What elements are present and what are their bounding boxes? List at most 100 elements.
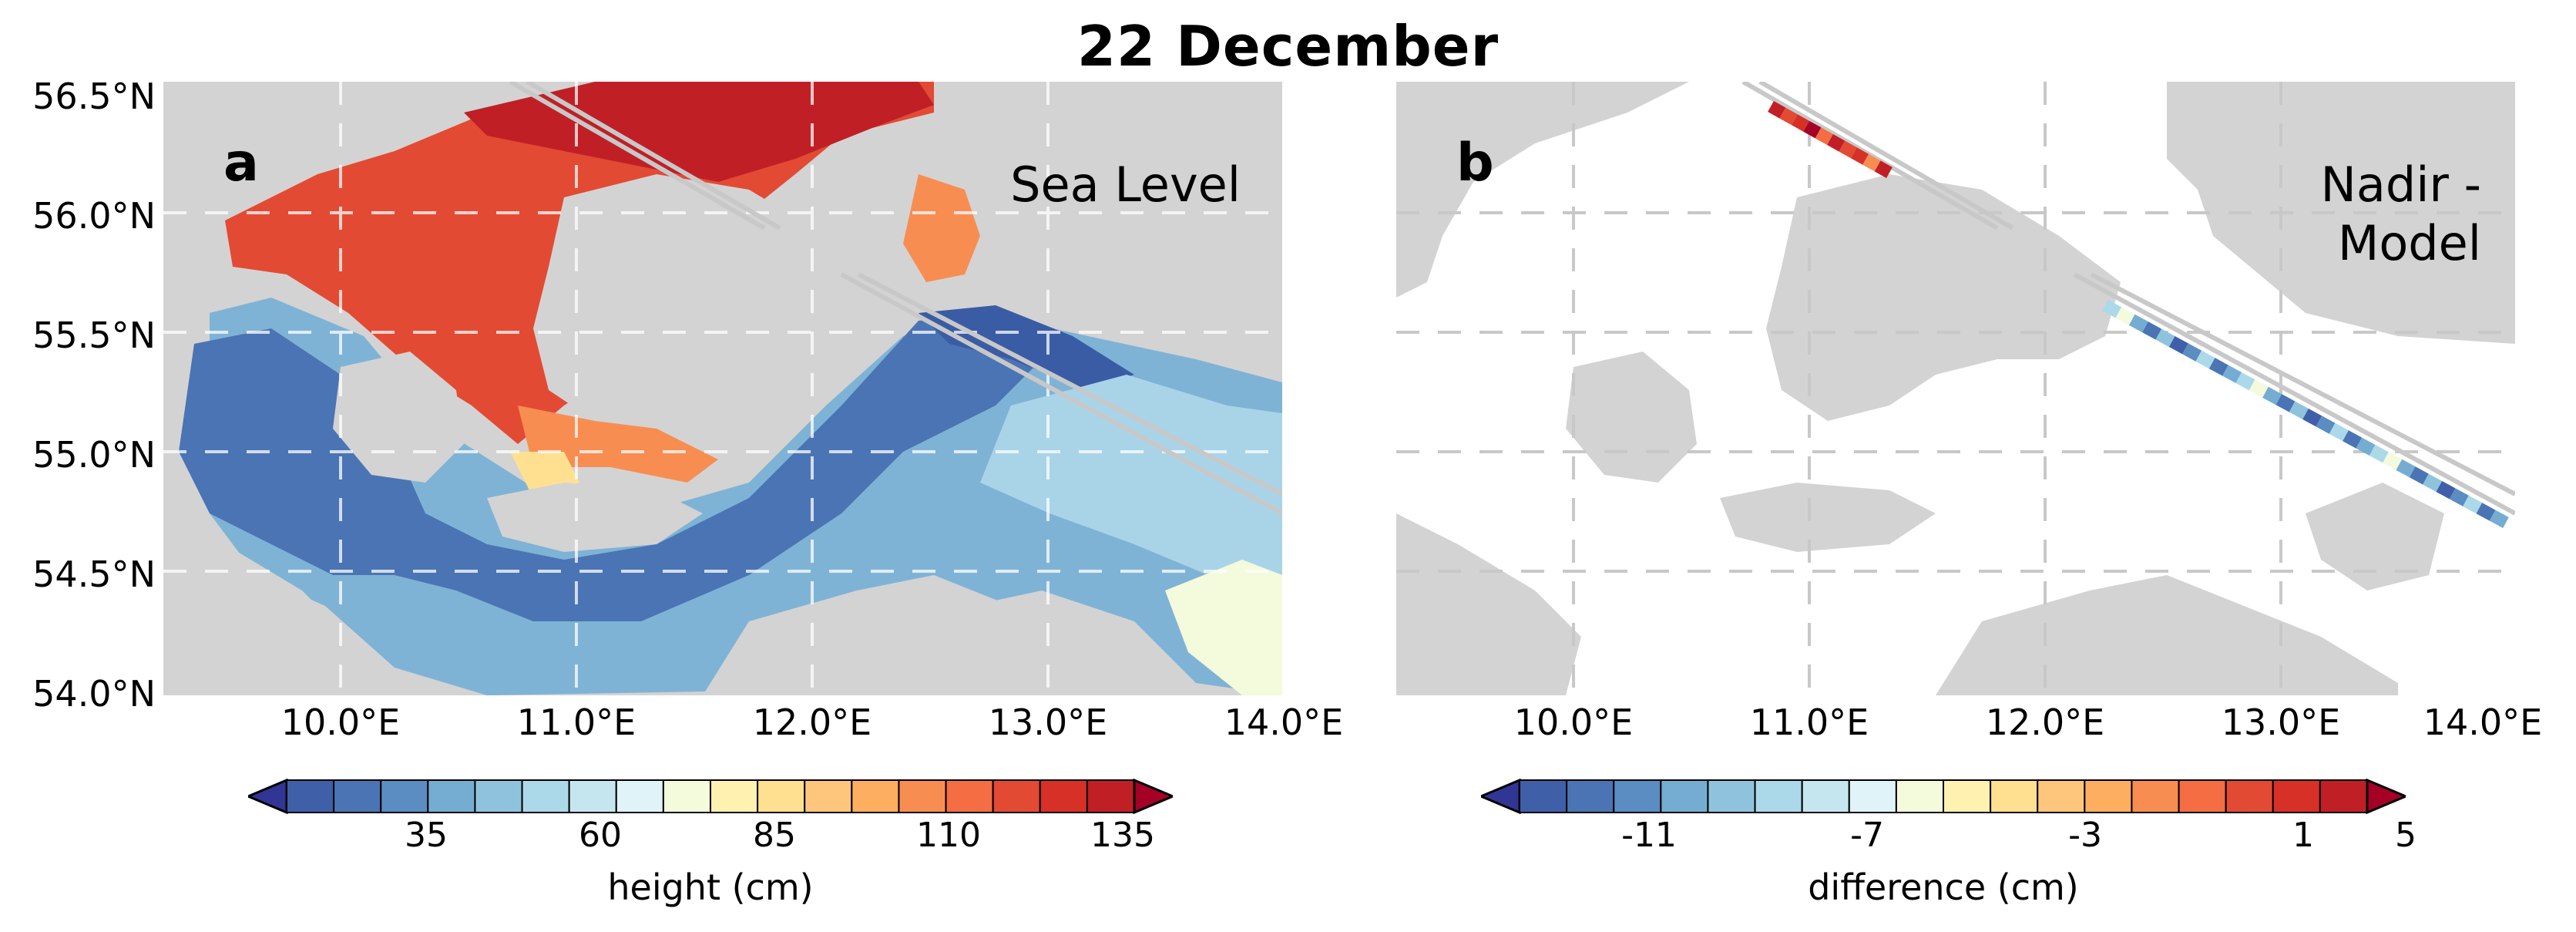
colorbar-tick-label: 1 [2292,816,2314,855]
jutland-land [163,82,456,298]
track-segment [2409,466,2429,485]
track-segment [1779,107,1798,126]
track-segment [2168,335,2188,355]
track-segment [2102,299,2122,318]
colorbar-tick-label: 5 [2395,816,2416,855]
x-tick-label: 14.0°E [1224,702,1344,743]
difference-colorbar [1481,779,2406,814]
colorbar-swatch [2319,779,2369,813]
track-segment [2262,386,2282,405]
pale-yellow-patch [1165,560,1282,695]
colorbar-arrow-left [1481,779,1521,814]
track-segment [2356,437,2376,456]
colorbar-tick-label: 110 [916,816,981,855]
difference-map-panel: b Nadir - Model [1396,82,2515,695]
sweden-land [2167,82,2515,344]
colorbar-arrow-right [1133,779,1173,814]
track-segment [2142,321,2162,340]
colorbar-swatch [286,779,335,813]
colorbar-swatch [2037,779,2086,813]
colorbar-swatch [1660,779,1709,813]
germany-land [1396,513,1581,695]
x-tick-label: 12.0°E [1985,702,2105,743]
sea-level-map [163,82,1282,695]
track-segment [1874,160,1893,178]
colorbar-swatch [804,779,853,813]
track-segment [2128,314,2148,333]
track-segment [2383,452,2403,470]
panel-label: Nadir - Model [2320,156,2481,273]
track-segment [1803,120,1822,139]
track-segment [2275,394,2296,412]
colorbar-swatch [1895,779,1945,813]
colorbar-swatch [615,779,664,813]
panel-letter: b [1456,133,1494,193]
colorbar-swatch [2131,779,2180,813]
colorbar-tick-label: -3 [2068,816,2102,855]
sound-orange [903,174,980,282]
x-tick-label: 14.0°E [2423,702,2543,743]
colorbar-swatch [2178,779,2227,813]
track-segment [2343,430,2363,449]
colorbar-swatch [1519,779,1568,813]
track-segment [2449,488,2469,506]
kattegat-dark-red [464,82,934,182]
colorbar-tick-label: 60 [579,816,622,855]
track-difference-south [2102,299,2509,529]
sea-level-map-panel: a Sea Level [163,82,1282,695]
y-tick-label: 54.0°N [32,673,156,715]
zealand-land [533,174,888,421]
colorbar-swatch [662,779,712,813]
track-segment [2249,379,2269,398]
colorbar-swatch [710,779,759,813]
x-tick-label: 10.0°E [280,702,401,743]
colorbar-swatch [1990,779,2039,813]
y-tick-label: 56.5°N [32,76,156,117]
colorbar-swatch [2225,779,2274,813]
colorbar-swatch [1566,779,1615,813]
track-segment [2195,350,2215,369]
track-segment [1839,140,1857,159]
colorbar-swatch [427,779,476,813]
colorbar-swatch [1039,779,1088,813]
difference-map [1396,82,2515,695]
colorbar-tick-label: 35 [405,816,448,855]
x-tick-label: 13.0°E [2221,702,2341,743]
colorbar-swatch [521,779,570,813]
lolland-land [1720,483,1936,552]
height-colorbar [248,779,1173,814]
track-segment [2222,365,2242,384]
colorbar-label: difference (cm) [1808,866,2079,908]
track-difference-north [1768,101,1893,178]
y-tick-label: 55.5°N [32,315,156,356]
colorbar-swatch [1086,779,1136,813]
x-tick-label: 10.0°E [1513,702,1634,743]
y-tick-label: 55.0°N [32,434,156,476]
funen-land [1566,352,1697,483]
colorbar-label: height (cm) [607,866,814,908]
colorbar-arrow-left [248,779,288,814]
track-segment [1815,127,1833,145]
track-segment [2436,480,2456,500]
germany-land [163,513,348,695]
satellite-track [509,82,1282,516]
track-segment [2476,503,2496,521]
track-segment [2302,408,2322,427]
track-segment [2396,459,2416,478]
height-colorbar-swatches [248,779,1173,814]
x-tick-label: 13.0°E [988,702,1108,743]
track-segment [1850,147,1869,165]
jutland-land [1396,82,1689,298]
colorbar-arrow-right [2366,779,2406,814]
track-segment [2155,328,2175,348]
rugen-land [2306,483,2444,590]
colorbar-swatch [945,779,994,813]
funen-land [333,352,464,483]
track-segment [2208,358,2228,376]
y-tick-label: 56.0°N [32,195,156,237]
colorbar-swatch [568,779,617,813]
x-tick-label: 12.0°E [752,702,872,743]
sweden-land [934,82,1282,344]
colorbar-tick-label: -7 [1850,816,1884,855]
track-segment [2463,495,2483,514]
